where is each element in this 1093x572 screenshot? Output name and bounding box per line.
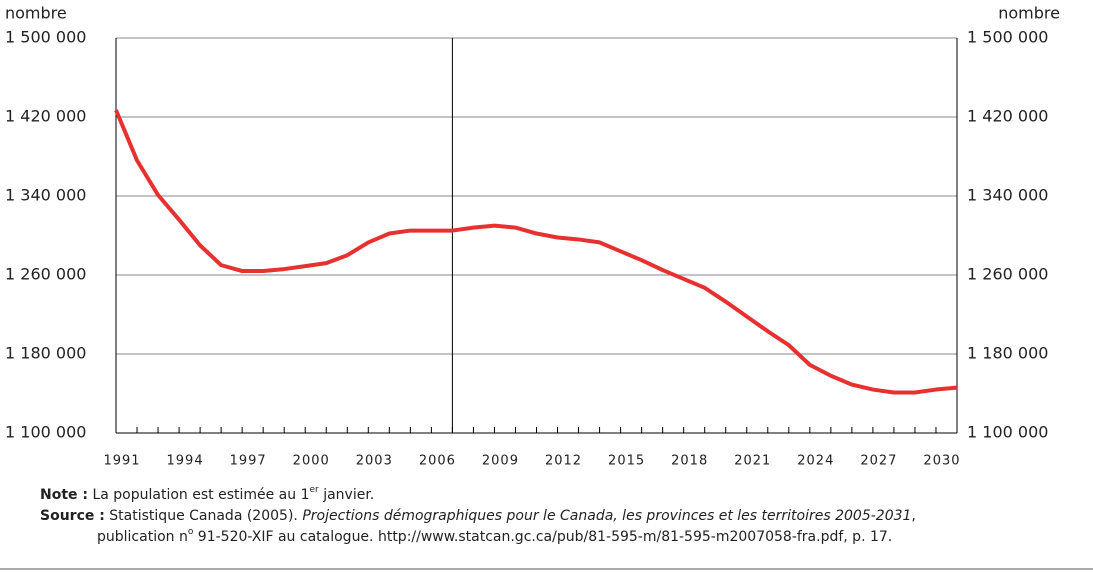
x-tick-label: 2018 [671, 454, 708, 469]
note: Note : La population est estimée au 1er … [40, 485, 374, 504]
x-tick-label: 1994 [167, 454, 204, 469]
x-tick-label: 2024 [797, 454, 834, 469]
y-tick-label: 1 340 000 [5, 186, 86, 205]
y2-tick-label: 1 340 000 [967, 186, 1048, 205]
data-line [114, 109, 958, 395]
y-axis-label: nombre [5, 4, 67, 23]
y2-axis-label: nombre [998, 4, 1060, 23]
y2-tick-label: 1 500 000 [967, 28, 1048, 47]
x-tick-label: 2015 [608, 454, 645, 469]
source-line2-b: 91-520-XIF au catalogue. http://www.stat… [193, 529, 892, 545]
x-tick-label: 2012 [545, 454, 582, 469]
x-tick-label: 2027 [860, 454, 897, 469]
y2-tick-label: 1 260 000 [967, 265, 1048, 284]
note-text-end: janvier. [319, 487, 375, 503]
x-tick-label: 2021 [734, 454, 771, 469]
source-label: Source : [40, 508, 105, 524]
note-text: La population est estimée au 1 [92, 487, 309, 503]
x-tick-label: 2003 [356, 454, 393, 469]
x-tick-label: 2006 [419, 454, 456, 469]
y2-tick-label: 1 420 000 [967, 107, 1048, 126]
source-title: Projections démographiques pour le Canad… [302, 508, 911, 524]
note-sup: er [310, 485, 320, 495]
y-tick-label: 1 100 000 [5, 423, 86, 442]
source-text-2: , [911, 508, 915, 524]
x-tick-label: 1997 [230, 454, 267, 469]
note-label: Note : [40, 487, 88, 503]
y-tick-label: 1 260 000 [5, 265, 86, 284]
source-line2: publication no 91-520-XIF au catalogue. … [97, 527, 892, 546]
y-tick-label: 1 420 000 [5, 107, 86, 126]
y-tick-label: 1 500 000 [5, 28, 86, 47]
source-line2-a: publication n [97, 529, 188, 545]
x-tick-label: 2009 [482, 454, 519, 469]
source-line2-sup: o [188, 527, 194, 537]
y-tick-label: 1 180 000 [5, 344, 86, 363]
x-tick-label: 2030 [923, 454, 960, 469]
source: Source : Statistique Canada (2005). Proj… [40, 508, 916, 524]
source-text: Statistique Canada (2005). [109, 508, 302, 524]
x-tick-label: 1991 [103, 454, 140, 469]
y2-tick-label: 1 100 000 [967, 423, 1048, 442]
y2-tick-label: 1 180 000 [967, 344, 1048, 363]
x-tick-label: 2000 [293, 454, 330, 469]
